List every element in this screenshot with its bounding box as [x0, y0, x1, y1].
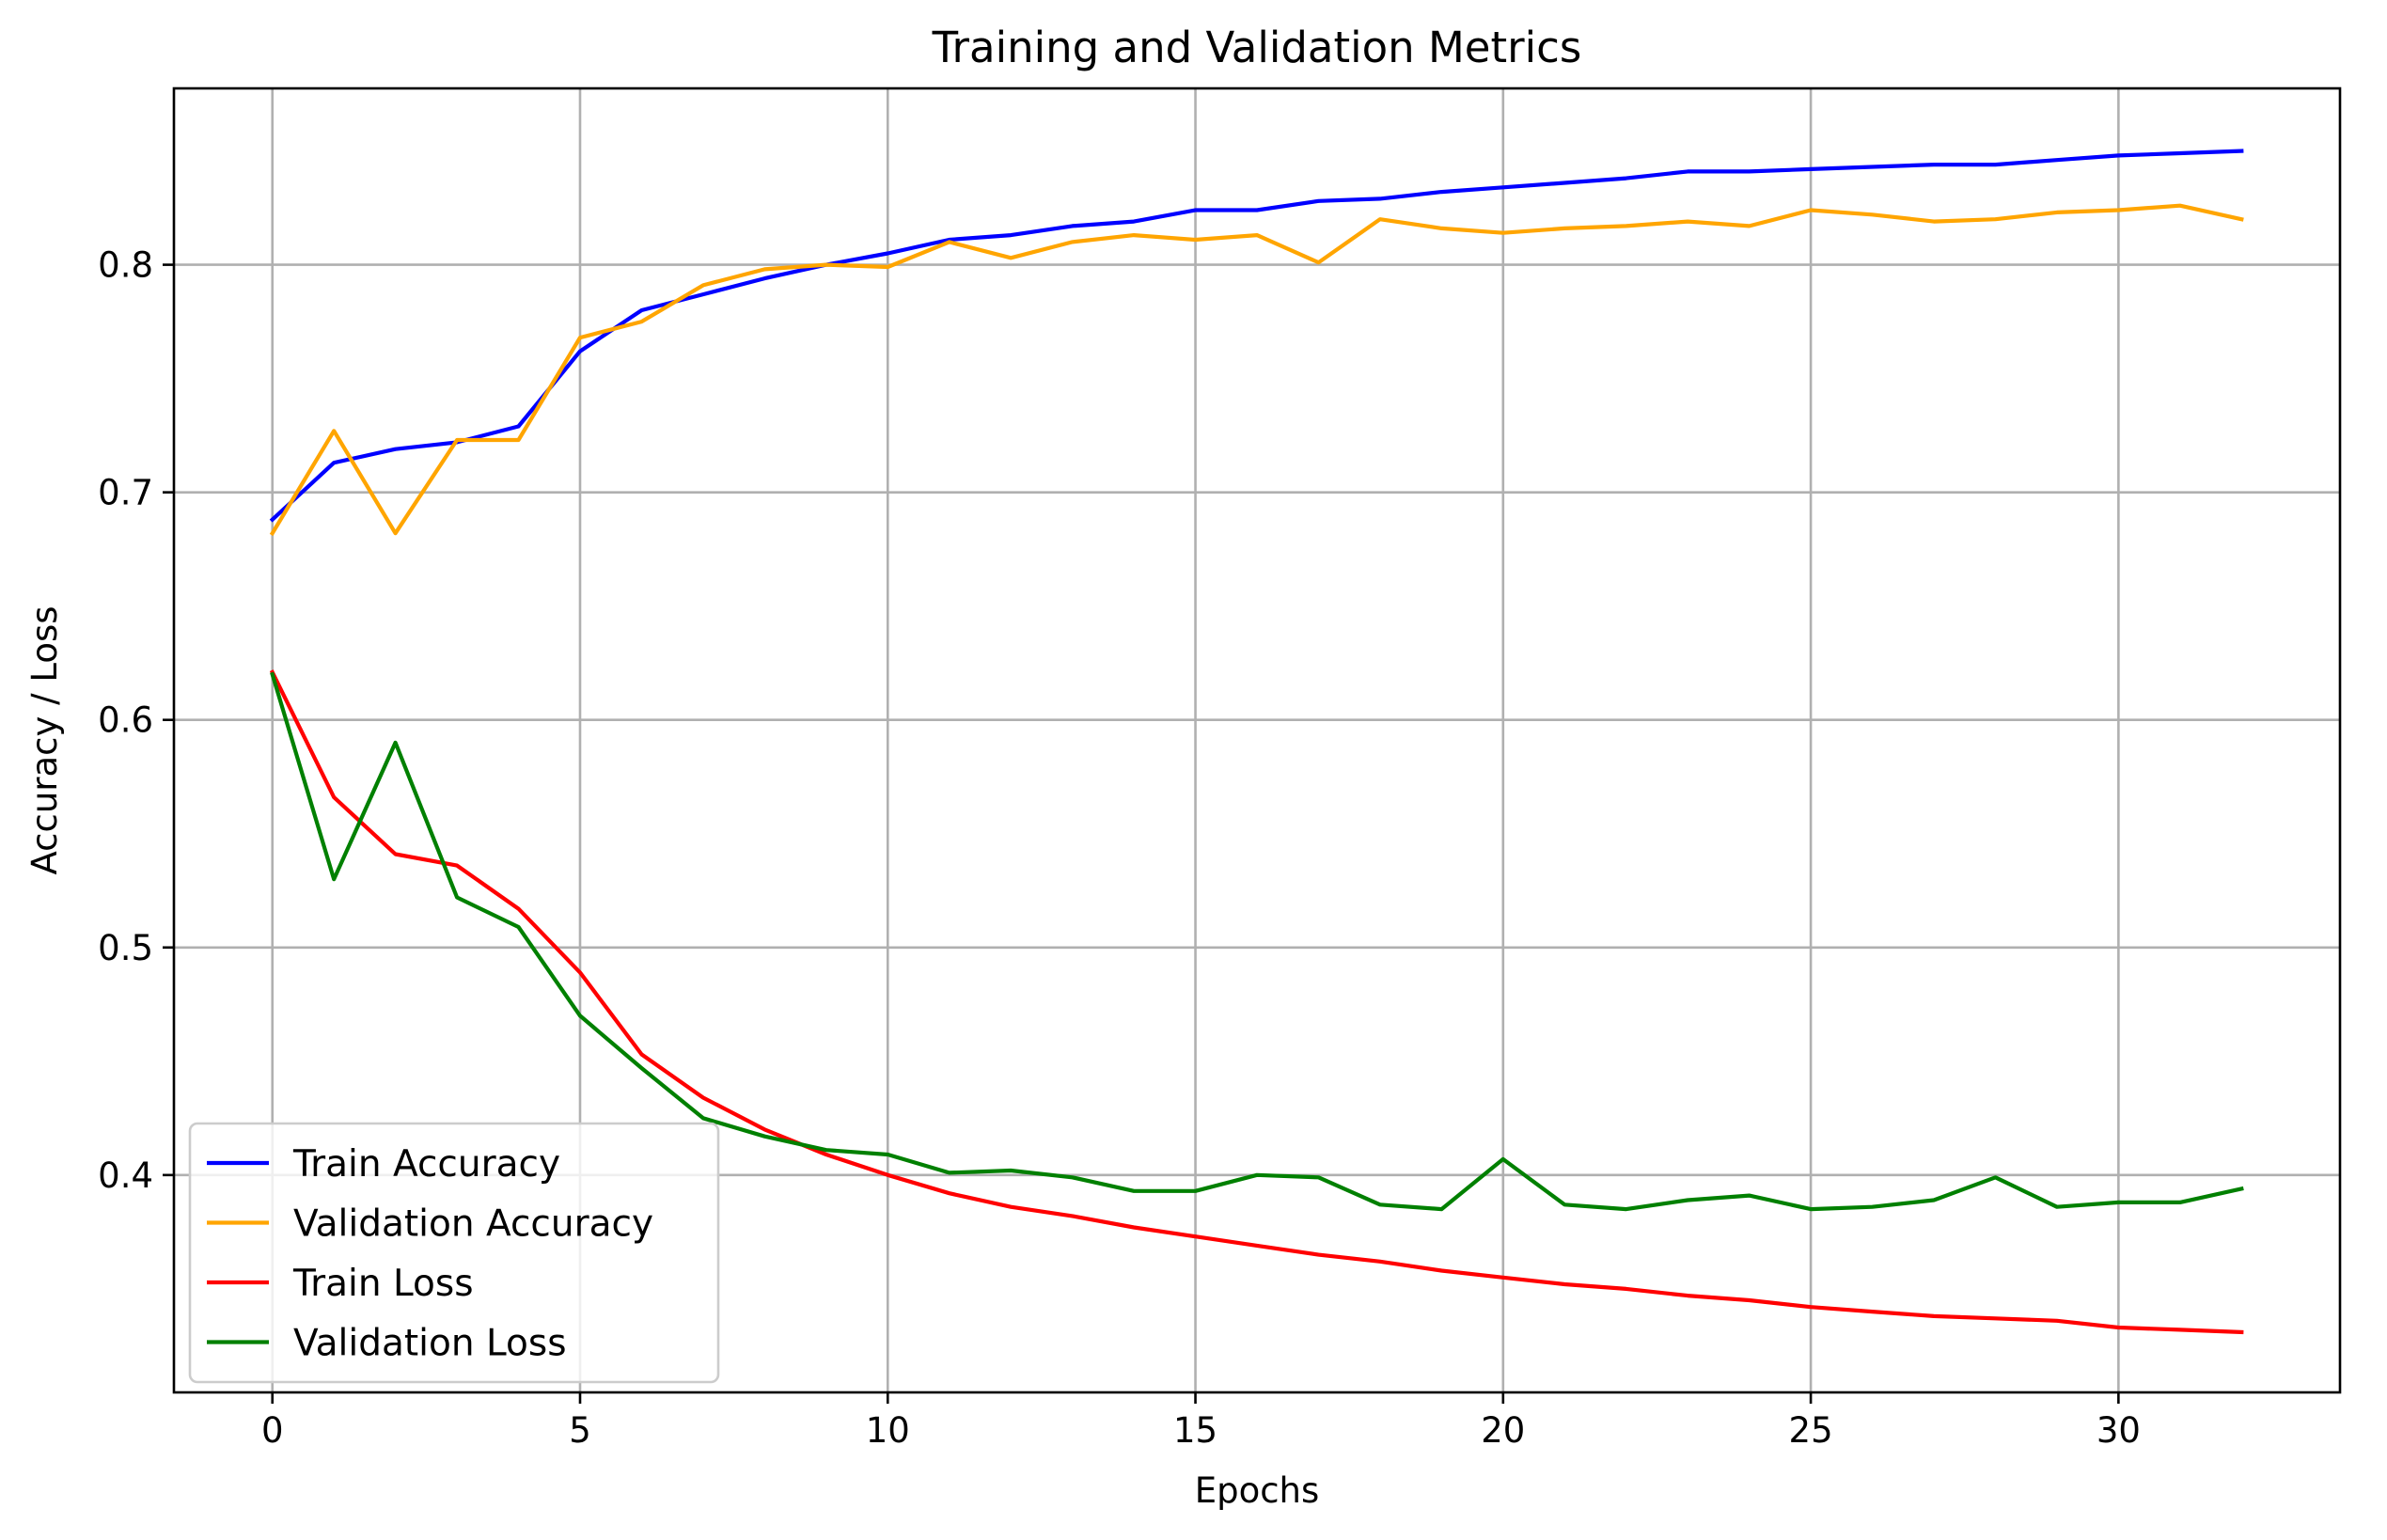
y-tick-label: 0.8 — [98, 245, 153, 286]
legend-label: Validation Loss — [293, 1323, 567, 1365]
x-tick-label: 20 — [1481, 1410, 1525, 1451]
x-tick-label: 15 — [1173, 1410, 1217, 1451]
x-tick-label: 10 — [866, 1410, 910, 1451]
legend-label: Train Accuracy — [292, 1143, 560, 1186]
x-axis-label: Epochs — [1195, 1470, 1320, 1511]
series-line-validation-accuracy — [269, 203, 2244, 537]
legend-label: Train Loss — [292, 1263, 474, 1305]
series-lines — [269, 149, 2244, 1335]
y-tick-label: 0.4 — [98, 1155, 153, 1196]
legend-label: Validation Accuracy — [293, 1203, 653, 1246]
x-tick-label: 25 — [1789, 1410, 1833, 1451]
x-tick-label: 0 — [261, 1410, 284, 1451]
series-line-train-accuracy — [269, 149, 2244, 523]
y-tick-label: 0.6 — [98, 700, 153, 741]
series-line-train-loss — [269, 669, 2244, 1335]
legend: Train Accuracy Validation Accuracy Train L… — [188, 1122, 720, 1384]
legend-frame — [188, 1122, 720, 1384]
series-line-validation-loss — [270, 671, 2244, 1212]
x-tick-label: 30 — [2096, 1410, 2141, 1451]
axis-ticks: 0 5 10 15 20 25 30 0.4 0.5 0.6 0.7 0.8 — [98, 245, 2141, 1451]
y-axis-label: Accuracy / Loss — [24, 605, 65, 874]
y-tick-label: 0.5 — [98, 928, 153, 968]
x-tick-label: 5 — [569, 1410, 591, 1451]
chart-title: Training and Validation Metrics — [932, 23, 1582, 72]
y-tick-label: 0.7 — [98, 473, 153, 513]
plot-frame — [172, 86, 2342, 1394]
